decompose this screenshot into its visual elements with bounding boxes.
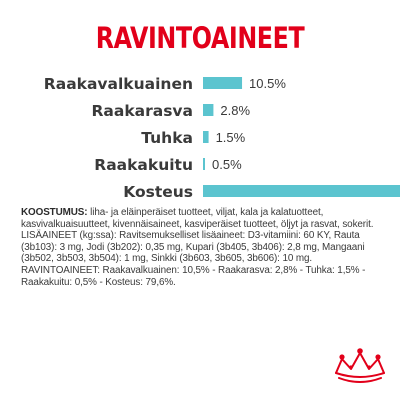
composition-heading: KOOSTUMUS: [21,207,88,218]
category-label: Raakavalkuainen [44,75,193,93]
composition-paragraph: KOOSTUMUS: liha- ja eläinperäiset tuotte… [21,207,379,230]
category-label: Raakarasva [91,102,193,120]
additives-paragraph: LISÄAINEET (kg:ssa): Ravitsemukselliset … [21,230,365,265]
nutrients-paragraph: RAVINTOAINEET: Raakavalkuainen: 10,5% - … [21,264,366,288]
value-label: 1.5% [216,130,246,145]
bar [203,77,243,89]
composition-ingredients: liha- ja eläinperäiset tuotteet, viljat,… [21,207,374,230]
bar [203,131,209,143]
bar [203,185,400,197]
value-label: 2.8% [220,103,250,118]
bar [203,158,205,170]
category-label: Raakakuitu [94,156,193,174]
royal-canin-crown-logo-icon [335,348,385,383]
nutrient-bar-chart: Raakavalkuainen 10.5% Raakarasva 2.8% Tuhka 1… [44,75,400,200]
bar [203,104,214,116]
composition-text: KOOSTUMUS: liha- ja eläinperäiset tuotte… [21,207,379,288]
page-title: RAVINTOAINEET [95,21,305,55]
value-label: 0.5% [212,157,242,172]
category-label: Kosteus [123,183,193,200]
value-label: 10.5% [249,76,286,91]
category-label: Tuhka [141,129,193,147]
